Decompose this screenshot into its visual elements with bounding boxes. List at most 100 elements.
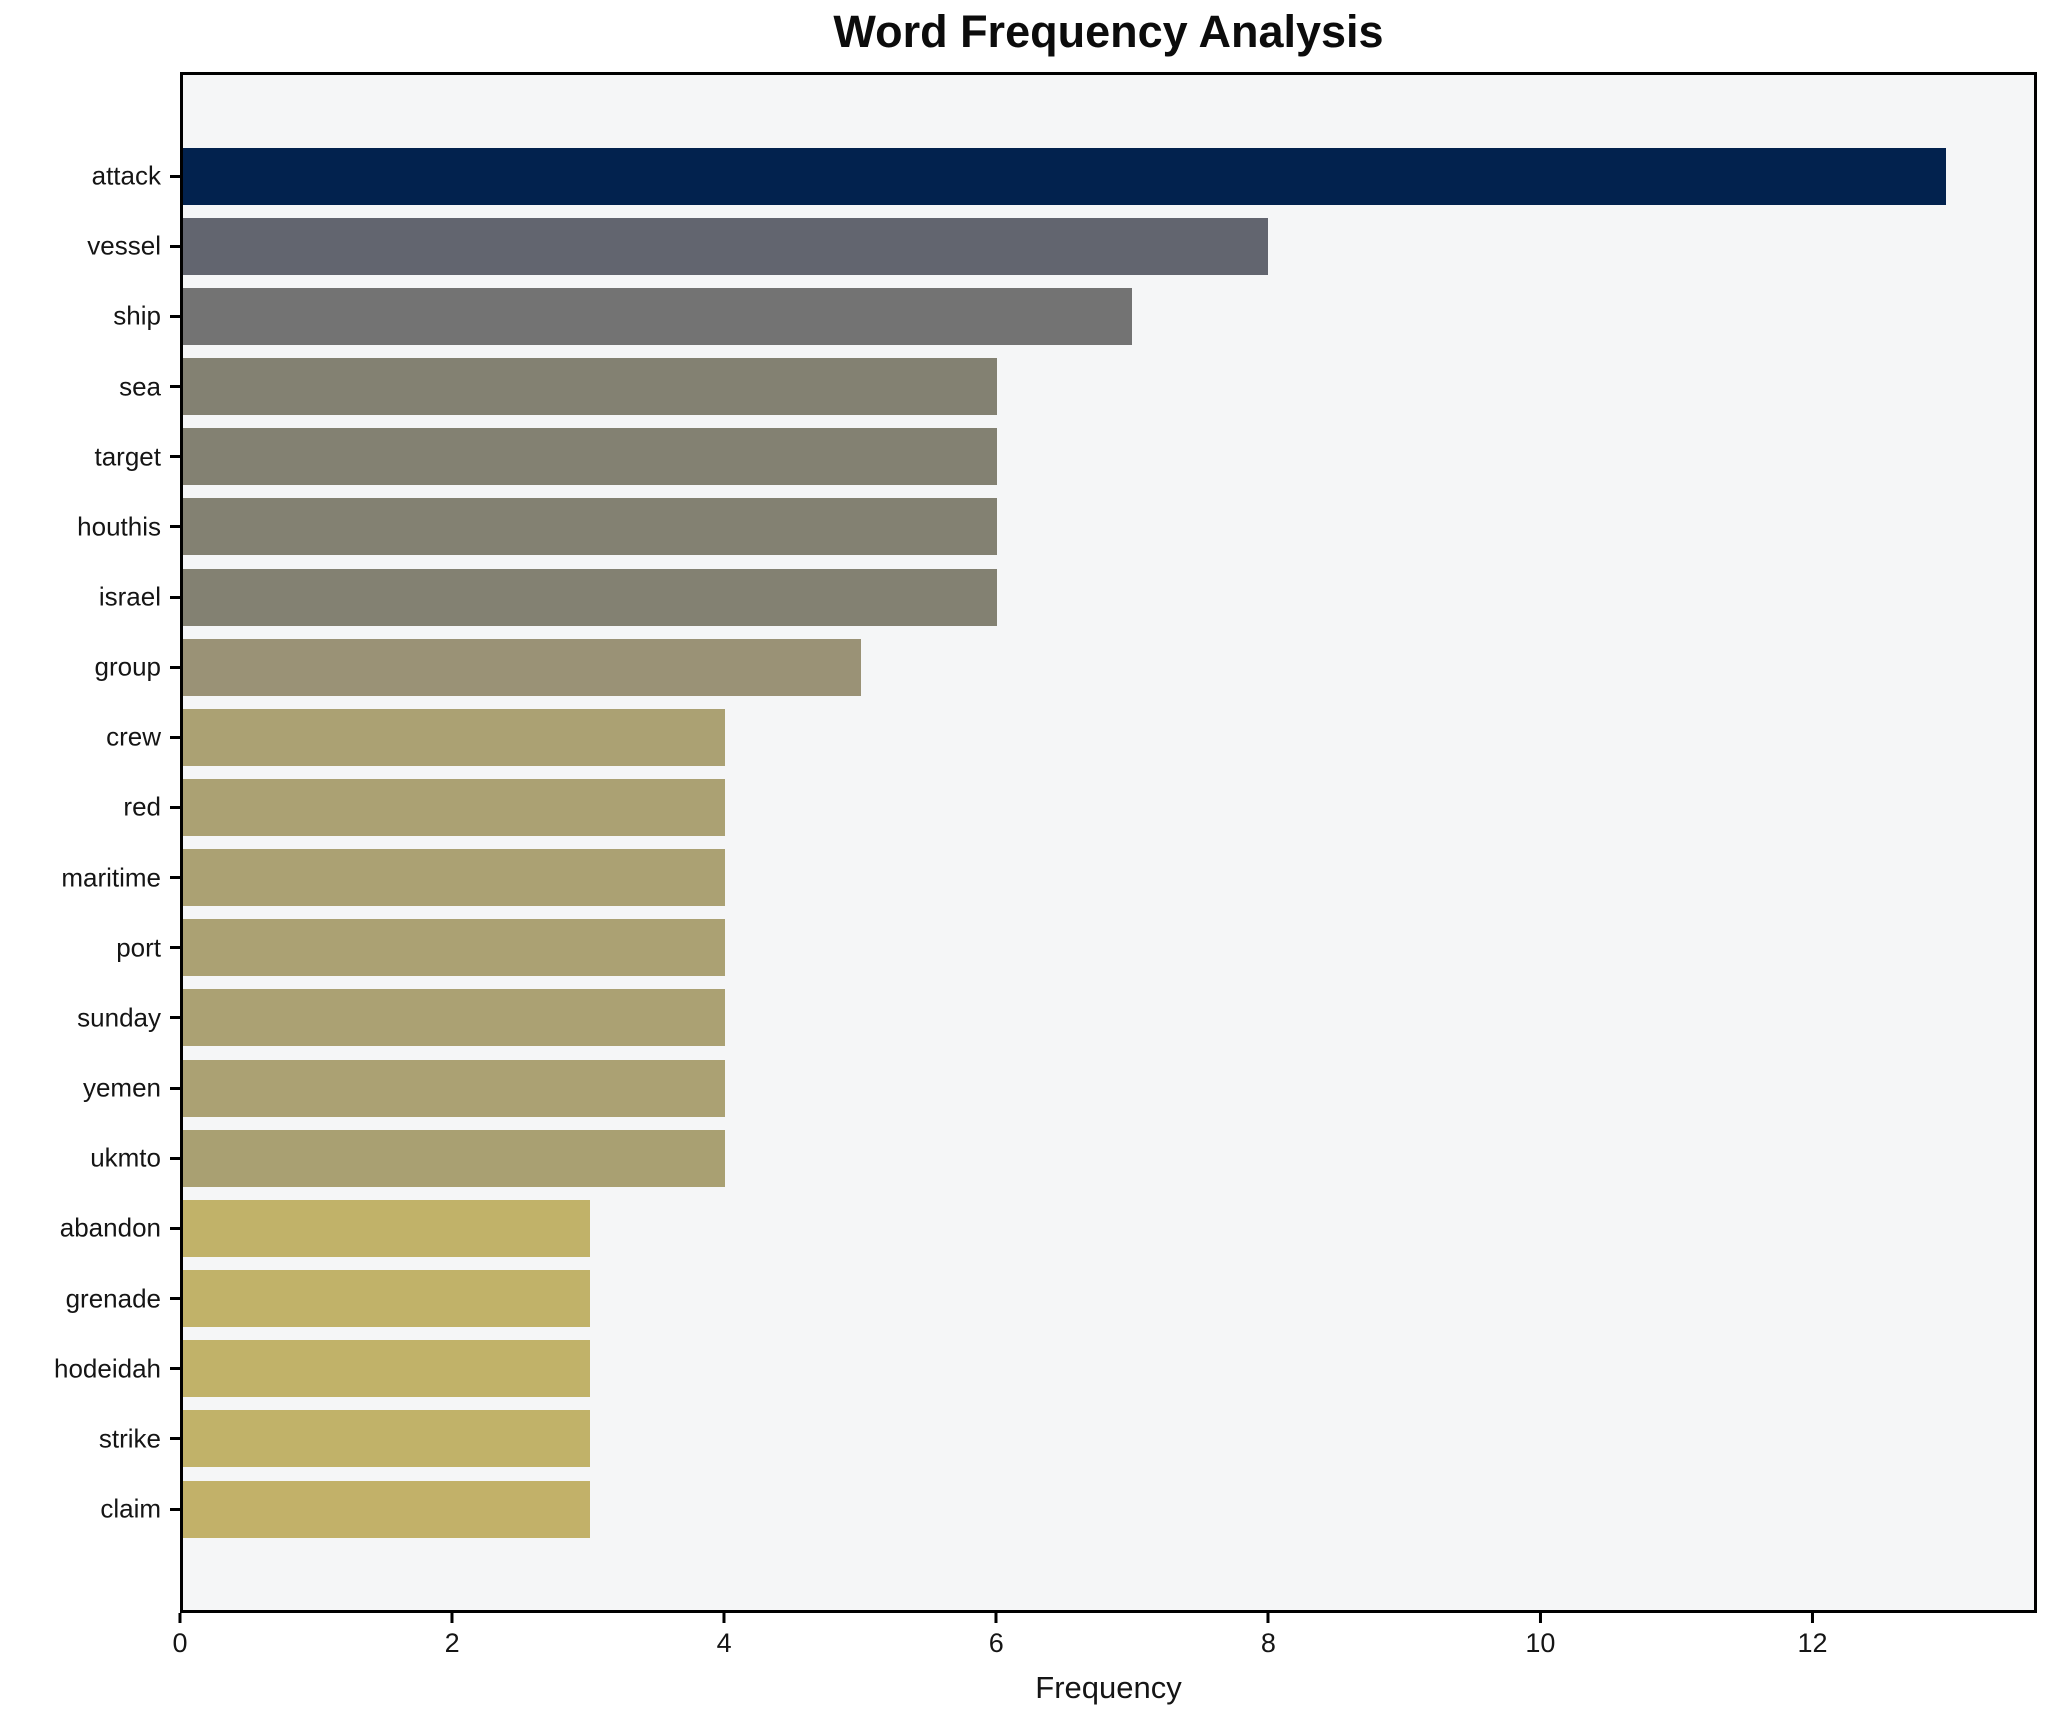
x-tick: 0 [172, 1613, 188, 1659]
category-label: grenade [65, 1283, 161, 1314]
category-label: sea [119, 371, 161, 402]
y-tick-mark [170, 244, 180, 248]
y-tick-mark [170, 174, 180, 178]
bar-abandon [183, 1199, 590, 1257]
bar-vessel [183, 217, 1268, 275]
bar-row: hodeidah [54, 1334, 2034, 1404]
y-tick-mark [170, 665, 180, 669]
category-label: strike [98, 1423, 161, 1454]
bar-sea [183, 358, 997, 416]
category-label: houthis [77, 511, 161, 542]
bar-maritime [183, 849, 726, 907]
x-tick-mark [994, 1613, 998, 1623]
y-tick-mark [170, 385, 180, 389]
y-tick-mark [170, 1507, 180, 1511]
y-tick-mark [170, 805, 180, 809]
y-tick-mark [170, 1226, 180, 1230]
x-tick-mark [722, 1613, 726, 1623]
x-tick-label: 12 [1797, 1628, 1828, 1658]
bar-row: group [95, 632, 2034, 702]
bar-row: crew [106, 702, 2034, 772]
bar-target [183, 428, 997, 486]
bar-red [183, 778, 726, 836]
x-tick-label: 6 [988, 1628, 1004, 1658]
bar-row: port [116, 913, 2034, 983]
bar-attack [183, 147, 1946, 205]
bar-crew [183, 708, 726, 766]
y-tick-mark [170, 1086, 180, 1090]
chart-title: Word Frequency Analysis [833, 6, 1384, 57]
x-tick-label: 0 [172, 1628, 188, 1658]
bar-row: ukmto [90, 1123, 2034, 1193]
y-tick-mark [170, 455, 180, 459]
x-tick: 4 [717, 1613, 732, 1659]
bar-row: abandon [60, 1193, 2034, 1263]
bar-row: attack [92, 141, 2034, 211]
category-label: israel [98, 581, 161, 612]
x-tick-label: 10 [1525, 1628, 1556, 1658]
x-axis-ticks: 0 2 4 6 8 10 12 [172, 1613, 2037, 1677]
bar-row: grenade [66, 1264, 2034, 1334]
y-tick-mark [170, 314, 180, 318]
category-label: hodeidah [54, 1353, 161, 1384]
bar-row: sunday [77, 983, 2034, 1053]
y-tick-mark [170, 595, 180, 599]
bar-group [183, 638, 862, 696]
bar-row: maritime [61, 843, 2034, 913]
bar-port [183, 919, 726, 977]
bar-claim [183, 1480, 590, 1538]
category-label: ukmto [90, 1142, 161, 1173]
x-tick: 10 [1525, 1613, 1555, 1659]
x-tick-label: 4 [716, 1628, 732, 1658]
y-tick-mark [170, 1156, 180, 1160]
bar-row: yemen [83, 1053, 2034, 1123]
category-label: ship [113, 300, 161, 331]
category-label: maritime [61, 862, 161, 893]
y-tick-mark [170, 1437, 180, 1441]
bar-row: israel [99, 562, 2034, 632]
y-tick-mark [170, 1016, 180, 1020]
category-label: vessel [87, 230, 161, 261]
x-tick-mark [1538, 1613, 1542, 1623]
bar-sunday [183, 989, 726, 1047]
x-tick-mark [1266, 1613, 1270, 1623]
category-label: claim [100, 1493, 161, 1524]
y-tick-mark [170, 876, 180, 880]
category-label: group [94, 651, 162, 682]
bar-row: sea [119, 351, 2034, 421]
x-tick: 2 [445, 1613, 460, 1659]
x-axis-label: Frequency [1035, 1670, 1182, 1705]
bar-houthis [183, 498, 997, 556]
x-tick-mark [178, 1613, 182, 1623]
category-label: red [123, 791, 161, 822]
bar-grenade [183, 1270, 590, 1328]
bar-hodeidah [183, 1340, 590, 1398]
bar-row: red [123, 772, 2034, 842]
category-label: yemen [82, 1072, 161, 1103]
category-label: sunday [77, 1002, 161, 1033]
category-label: abandon [59, 1212, 161, 1243]
bar-ship [183, 287, 1133, 345]
x-tick: 12 [1797, 1613, 1828, 1659]
bar-row: target [95, 422, 2034, 492]
x-tick-mark [1811, 1613, 1815, 1623]
x-tick: 6 [989, 1613, 1004, 1659]
bar-row: houthis [77, 492, 2034, 562]
bars-container: attack vessel ship sea target houthis israel gr… [54, 75, 2034, 1610]
bar-israel [183, 568, 997, 626]
x-tick-label: 8 [1260, 1628, 1276, 1658]
bar-row: vessel [87, 211, 2034, 281]
x-tick-label: 2 [444, 1628, 460, 1658]
x-tick-mark [450, 1613, 454, 1623]
bar-row: ship [113, 281, 2034, 351]
bar-row: claim [100, 1474, 2034, 1544]
plot-area: attack vessel ship sea target houthis israel gr… [54, 72, 2037, 1613]
category-label: attack [91, 160, 161, 191]
category-label: target [94, 441, 162, 472]
bar-strike [183, 1410, 590, 1468]
y-tick-mark [170, 735, 180, 739]
bar-ukmto [183, 1129, 726, 1187]
category-label: port [116, 932, 161, 963]
y-tick-mark [170, 1297, 180, 1301]
